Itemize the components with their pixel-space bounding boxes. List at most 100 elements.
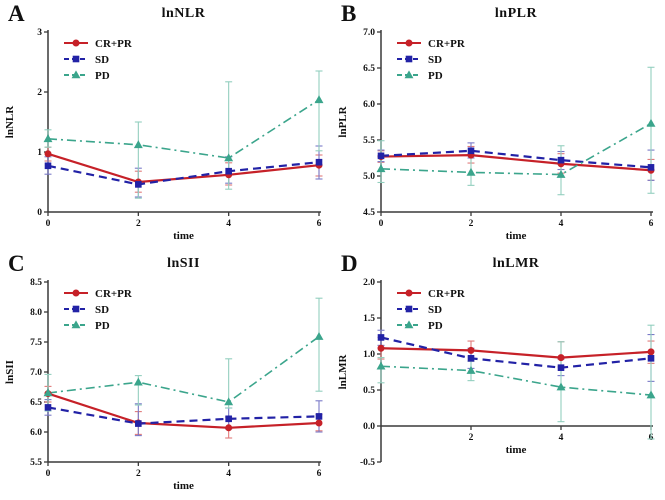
x-axis-label: time xyxy=(506,230,527,242)
x-tick-label: 2 xyxy=(469,433,474,443)
legend-marker xyxy=(404,320,414,329)
series-line-pd xyxy=(380,122,652,176)
legend-marker xyxy=(71,70,81,79)
marker-sd xyxy=(44,404,52,411)
marker-pd xyxy=(314,95,324,104)
marker-sd xyxy=(377,152,385,160)
y-tick-label: 1 xyxy=(37,148,42,158)
marker-cr-pr xyxy=(467,346,475,354)
marker-sd xyxy=(135,420,142,427)
y-tick-label: 0.5 xyxy=(363,386,375,396)
y-tick-label: 4.5 xyxy=(363,208,375,218)
panel-title-lnsii: lnSII xyxy=(167,256,200,271)
y-tick-label: 6.0 xyxy=(363,100,375,110)
legend-marker xyxy=(405,55,413,63)
marker-pd xyxy=(43,388,53,397)
y-tick-label: 5.5 xyxy=(30,458,42,468)
panel-title-lnnlr: lnNLR xyxy=(161,6,206,21)
series-line-cr-pr xyxy=(47,392,320,429)
legend-label: SD xyxy=(428,54,442,66)
series-line-sd xyxy=(380,149,652,169)
marker-sd xyxy=(315,413,323,420)
marker-pd xyxy=(646,390,656,399)
legend-marker xyxy=(72,305,80,313)
legend-label: PD xyxy=(428,70,443,82)
legend-marker xyxy=(404,70,414,79)
marker-cr-pr xyxy=(557,354,565,362)
y-tick-label: 2.0 xyxy=(363,278,375,288)
x-tick-label: 0 xyxy=(46,469,51,479)
y-tick-label: 0 xyxy=(37,208,42,218)
marker-pd xyxy=(466,365,476,374)
legend-label: CR+PR xyxy=(428,38,466,50)
legend-label: SD xyxy=(95,304,109,316)
y-tick-label: 0.0 xyxy=(363,422,375,432)
legend-marker xyxy=(72,39,80,47)
panel-title-lnplr: lnPLR xyxy=(494,6,538,21)
x-tick-label: 4 xyxy=(226,219,231,229)
y-tick-label: 8.0 xyxy=(30,308,42,318)
legend-label: SD xyxy=(428,304,442,316)
panel-letter-d: D xyxy=(341,251,358,276)
panel-letter-b: B xyxy=(341,1,357,26)
y-axis-label: lnNLR xyxy=(4,105,16,138)
marker-sd xyxy=(225,415,232,423)
marker-cr-pr xyxy=(315,419,323,427)
legend-marker xyxy=(405,305,413,313)
y-tick-label: 7.5 xyxy=(30,338,42,348)
marker-pd xyxy=(376,164,386,173)
chart-lnplr: 4.5 5.0 5.5 6.0 6.5 7.0 0 2 4 6 time lnPLR CR+PR SD PD xyxy=(337,28,656,242)
series-line-sd xyxy=(47,161,320,186)
x-tick-label: 2 xyxy=(136,219,141,229)
marker-pd xyxy=(224,397,234,406)
marker-pd xyxy=(133,377,143,386)
marker-pd xyxy=(556,169,566,178)
panel-a: A lnNLR 0 1 2 3 0 2 4 6 time lnNLR CR+PR SD PD xyxy=(0,0,333,250)
y-tick-label: 7.0 xyxy=(363,28,375,38)
marker-sd xyxy=(647,164,655,171)
marker-sd xyxy=(315,158,323,166)
legend-label: CR+PR xyxy=(428,288,466,300)
legend-label: PD xyxy=(95,70,110,82)
x-tick-label: 4 xyxy=(226,469,231,479)
x-tick-label: 2 xyxy=(136,469,141,479)
y-tick-label: 6.5 xyxy=(363,64,375,74)
series-line-sd xyxy=(47,406,320,425)
series-line-pd xyxy=(380,365,652,396)
x-axis-label: time xyxy=(506,444,527,456)
legend-marker xyxy=(71,320,81,329)
y-tick-label: 6.5 xyxy=(30,398,42,408)
x-tick-label: 6 xyxy=(649,219,654,229)
marker-sd xyxy=(557,156,565,164)
y-tick-label: 1.5 xyxy=(363,314,375,324)
y-tick-label: 5.0 xyxy=(363,172,375,182)
x-tick-label: 0 xyxy=(379,219,384,229)
series-line-sd xyxy=(380,336,652,369)
marker-sd xyxy=(44,162,52,170)
legend-marker xyxy=(72,55,80,63)
marker-cr-pr xyxy=(377,344,385,352)
y-tick-label: 5.5 xyxy=(363,136,375,146)
panel-d: D lnLMR -0.50.00.51.01.52.0246timelnLMRC… xyxy=(333,250,665,500)
marker-sd xyxy=(377,334,385,341)
y-axis-label: lnPLR xyxy=(337,105,349,137)
y-tick-label: 3 xyxy=(37,28,42,38)
panel-c: C lnSII 5.5 6.0 6.5 7.0 7.5 8.0 8.5 0 2 4 6 time lnS… xyxy=(0,250,333,500)
marker-cr-pr xyxy=(44,150,52,158)
marker-sd xyxy=(135,181,142,188)
x-tick-label: 0 xyxy=(46,219,51,229)
legend-label: PD xyxy=(428,320,443,332)
marker-pd xyxy=(376,361,386,370)
marker-sd xyxy=(557,364,565,371)
y-tick-label: 8.5 xyxy=(30,278,42,288)
x-tick-label: 4 xyxy=(559,219,564,229)
marker-cr-pr xyxy=(225,424,233,432)
legend-marker xyxy=(405,289,413,297)
marker-sd xyxy=(647,355,655,362)
x-axis-label: time xyxy=(173,230,194,242)
x-axis-label: time xyxy=(173,480,194,492)
legend-label: CR+PR xyxy=(95,38,133,50)
marker-sd xyxy=(467,355,475,362)
